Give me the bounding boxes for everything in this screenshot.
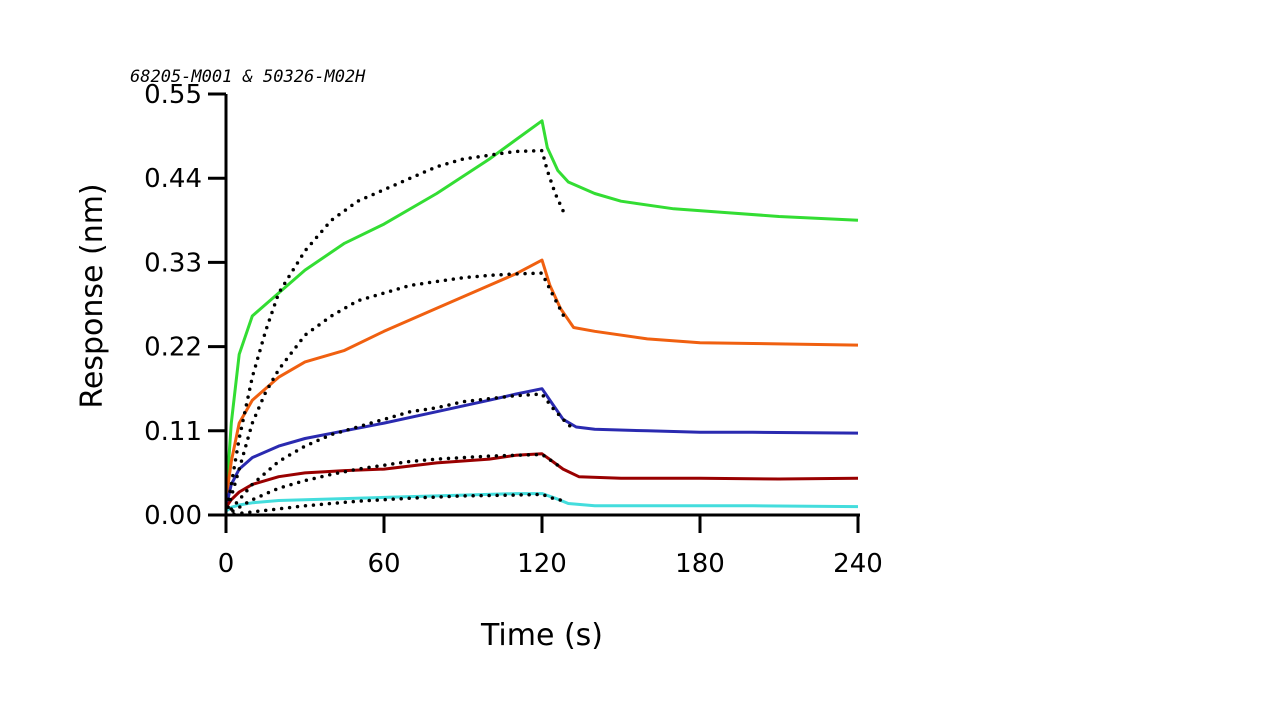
series-layer [224, 119, 859, 517]
x-tick-label: 120 [517, 549, 567, 579]
y-tick-label: 0.00 [144, 501, 202, 531]
response-curve-1 [224, 119, 859, 500]
x-tick-label: 240 [833, 549, 883, 579]
response-curve-2 [224, 258, 859, 500]
fit-curve-7 [224, 271, 568, 517]
axes-layer: 0 60 120 180 240 0.00 0.11 0.22 0.33 0.44 0.55 [144, 80, 883, 579]
response-curve-3 [224, 387, 859, 508]
x-tick-label: 0 [218, 549, 235, 579]
chart-title: 68205-M001 & 50326-M02H [130, 67, 366, 87]
y-tick-label: 0.55 [144, 80, 202, 110]
x-axis-label: Time (s) [480, 618, 603, 653]
y-tick-label: 0.44 [144, 164, 202, 194]
y-tick-label: 0.22 [144, 333, 202, 363]
y-tick-label: 0.33 [144, 248, 202, 278]
response-curve-5 [225, 492, 859, 513]
y-axis-label: Response (nm) [75, 183, 110, 408]
fit-curve-9 [224, 452, 565, 517]
x-tick-label: 60 [367, 549, 400, 579]
fit-curve-8 [224, 392, 573, 517]
fit-curve-6 [224, 148, 568, 517]
x-tick-label: 180 [675, 549, 725, 579]
y-tick-label: 0.11 [144, 417, 202, 447]
fit-curve-10 [224, 492, 568, 517]
